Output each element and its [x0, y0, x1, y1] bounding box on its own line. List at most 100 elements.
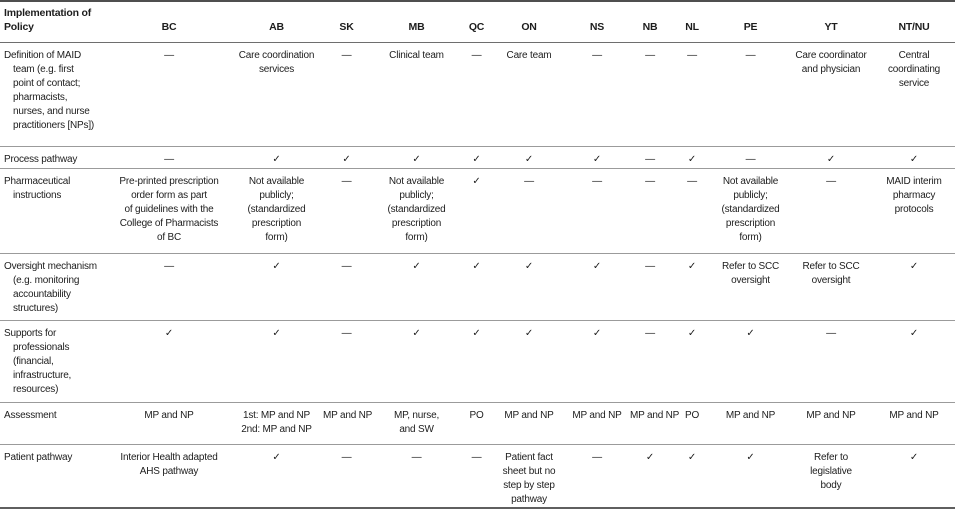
table-cell: ✓	[232, 146, 321, 169]
table-cell: ✓	[106, 320, 232, 403]
table-row: Pharmaceutical instructions Pre-printed p…	[0, 168, 955, 254]
table-cell: ✓	[566, 320, 628, 403]
table-row: Patient pathway Interior Health adapted A…	[0, 444, 955, 509]
header-row: Implementation of Policy BC AB SK MB QC ON NS N…	[0, 0, 955, 43]
row-label: Definition of MAID team (e.g. first poin…	[4, 50, 95, 131]
column-header-sk: SK	[321, 0, 372, 43]
row-label-cell: Process pathway	[0, 146, 106, 169]
table-cell: ✓	[461, 320, 492, 403]
table-cell: —	[372, 444, 461, 509]
table-cell: ✓	[672, 146, 712, 169]
table-cell: —	[672, 168, 712, 254]
table-cell: Refer to SCC oversight	[789, 253, 873, 321]
table-cell: ✓	[873, 320, 955, 403]
table-cell: Patient fact sheet but no step by step p…	[492, 444, 566, 509]
table-cell: —	[566, 42, 628, 147]
row-label: Pharmaceutical instructions	[4, 176, 71, 201]
table-cell: MP and NP	[106, 402, 232, 445]
table-cell: Not available publicly; (standardized pr…	[712, 168, 789, 254]
table-cell: ✓	[492, 146, 566, 169]
table-cell: MP and NP	[492, 402, 566, 445]
column-header-mb: MB	[372, 0, 461, 43]
column-header-nl: NL	[672, 0, 712, 43]
table-cell: Refer to SCC oversight	[712, 253, 789, 321]
table-cell: —	[789, 320, 873, 403]
column-header-ns: NS	[566, 0, 628, 43]
table-cell: —	[566, 168, 628, 254]
table-cell: MP and NP	[873, 402, 955, 445]
table-body: Definition of MAID team (e.g. first poin…	[0, 42, 955, 509]
table-cell: Not available publicly; (standardized pr…	[372, 168, 461, 254]
table-cell: —	[106, 253, 232, 321]
table-cell: ✓	[372, 253, 461, 321]
table-row: Assessment MP and NP 1st: MP and NP 2nd: M…	[0, 402, 955, 445]
row-label: Supports for professionals (financial, i…	[4, 328, 72, 395]
table-cell: —	[106, 42, 232, 147]
table-cell: MP, nurse, and SW	[372, 402, 461, 445]
column-header-yt: YT	[789, 0, 873, 43]
row-label-cell: Pharmaceutical instructions	[0, 168, 106, 254]
table-cell: ✓	[321, 146, 372, 169]
table-row: Definition of MAID team (e.g. first poin…	[0, 42, 955, 147]
table-cell: PO	[461, 402, 492, 445]
table-cell: ✓	[372, 146, 461, 169]
table-cell: —	[628, 42, 672, 147]
table-cell: —	[461, 444, 492, 509]
table-cell: —	[712, 42, 789, 147]
table-cell: Not available publicly; (standardized pr…	[232, 168, 321, 254]
table-row: Oversight mechanism (e.g. monitoring acc…	[0, 253, 955, 321]
table-cell: MP and NP	[321, 402, 372, 445]
table-cell: Interior Health adapted AHS pathway	[106, 444, 232, 509]
table-cell: Refer to legislative body	[789, 444, 873, 509]
table-cell: ✓	[461, 253, 492, 321]
table-cell: ✓	[873, 444, 955, 509]
column-header-bc: BC	[106, 0, 232, 43]
column-header-nb: NB	[628, 0, 672, 43]
row-label-cell: Patient pathway	[0, 444, 106, 509]
table-cell: ✓	[372, 320, 461, 403]
table-cell: ✓	[461, 146, 492, 169]
table-row: Supports for professionals (financial, i…	[0, 320, 955, 403]
table-cell: —	[321, 320, 372, 403]
table-cell: Care coordination services	[232, 42, 321, 147]
table-cell: —	[492, 168, 566, 254]
table-cell: Care team	[492, 42, 566, 147]
table-cell: —	[789, 168, 873, 254]
table-cell: Clinical team	[372, 42, 461, 147]
table-cell: MP and NP	[712, 402, 789, 445]
table-cell: ✓	[873, 253, 955, 321]
table-cell: ✓	[712, 444, 789, 509]
table-cell: ✓	[232, 320, 321, 403]
table-cell: —	[461, 42, 492, 147]
row-label-cell: Oversight mechanism (e.g. monitoring acc…	[0, 253, 106, 321]
table-cell: —	[628, 146, 672, 169]
table-cell: —	[628, 320, 672, 403]
row-label: Assessment	[4, 410, 57, 421]
corner-header: Implementation of Policy	[0, 0, 106, 43]
column-header-on: ON	[492, 0, 566, 43]
table-cell: 1st: MP and NP 2nd: MP and NP	[232, 402, 321, 445]
column-header-ab: AB	[232, 0, 321, 43]
table-cell: —	[106, 146, 232, 169]
table-header: Implementation of Policy BC AB SK MB QC ON NS N…	[0, 0, 955, 43]
row-label-cell: Definition of MAID team (e.g. first poin…	[0, 42, 106, 147]
table-cell: MAID interim pharmacy protocols	[873, 168, 955, 254]
table-cell: —	[321, 42, 372, 147]
row-label-cell: Supports for professionals (financial, i…	[0, 320, 106, 403]
table-cell: Care coordinator and physician	[789, 42, 873, 147]
column-header-nt-nu: NT/NU	[873, 0, 955, 43]
table-cell: PO	[672, 402, 712, 445]
table-cell: ✓	[873, 146, 955, 169]
table-cell: —	[672, 42, 712, 147]
table-cell: ✓	[628, 444, 672, 509]
table-cell: ✓	[492, 320, 566, 403]
table-cell: ✓	[492, 253, 566, 321]
table-cell: ✓	[566, 146, 628, 169]
table-cell: —	[566, 444, 628, 509]
column-header-pe: PE	[712, 0, 789, 43]
table-cell: ✓	[232, 444, 321, 509]
table-cell: ✓	[672, 444, 712, 509]
table-cell: Central coordinating service	[873, 42, 955, 147]
row-label-cell: Assessment	[0, 402, 106, 445]
